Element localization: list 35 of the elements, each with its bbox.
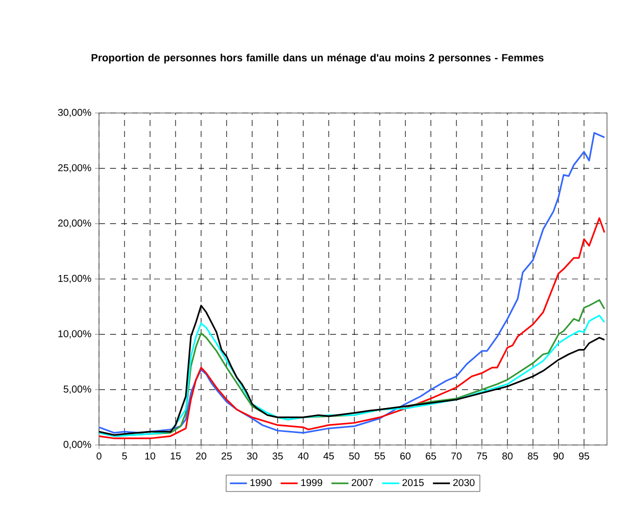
x-tick-label: 70 xyxy=(451,452,462,460)
x-tick-label: 45 xyxy=(323,452,334,460)
y-tick-label: 30,00% xyxy=(58,108,92,118)
y-tick-label: 10,00% xyxy=(58,330,92,338)
x-tick-label: 80 xyxy=(502,452,513,460)
x-tick-label: 0 xyxy=(96,452,102,460)
y-tick-label: 5,00% xyxy=(64,386,92,394)
line-series xyxy=(99,132,606,434)
x-tick-label: 40 xyxy=(298,452,308,460)
chart-title: Proportion de personnes hors famille dans un ménage d'au moins 2 personnes - Femmes xyxy=(92,54,544,64)
y-tick-label: 15,00% xyxy=(58,274,92,284)
x-tick-label: 25 xyxy=(222,452,232,460)
y-tick-label: 25,00% xyxy=(58,164,92,172)
x-tick-label: 75 xyxy=(476,452,488,460)
x-tick-label: 10 xyxy=(145,452,156,460)
x-tick-label: 20 xyxy=(196,452,206,460)
line-series xyxy=(99,217,606,440)
x-tick-label: 85 xyxy=(528,452,538,460)
y-tick-label: 0,00% xyxy=(64,440,92,450)
y-tick-label: 20,00% xyxy=(58,220,92,228)
x-tick-label: 95 xyxy=(578,452,590,460)
x-tick-label: 5 xyxy=(122,452,127,460)
legend-label: 2015 xyxy=(402,479,424,486)
x-tick-label: 30 xyxy=(247,452,258,460)
x-tick-label: 15 xyxy=(170,452,181,460)
legend-label: 2030 xyxy=(453,479,475,486)
x-tick-label: 50 xyxy=(349,452,360,460)
legend-label: 2007 xyxy=(352,479,373,486)
x-tick-label: 90 xyxy=(553,452,564,460)
x-tick-label: 60 xyxy=(400,452,410,460)
x-tick-label: 35 xyxy=(272,452,283,460)
x-tick-label: 55 xyxy=(374,452,385,460)
legend-label: 1990 xyxy=(250,479,272,486)
legend-label: 1999 xyxy=(301,479,322,486)
x-tick-label: 65 xyxy=(426,452,436,460)
